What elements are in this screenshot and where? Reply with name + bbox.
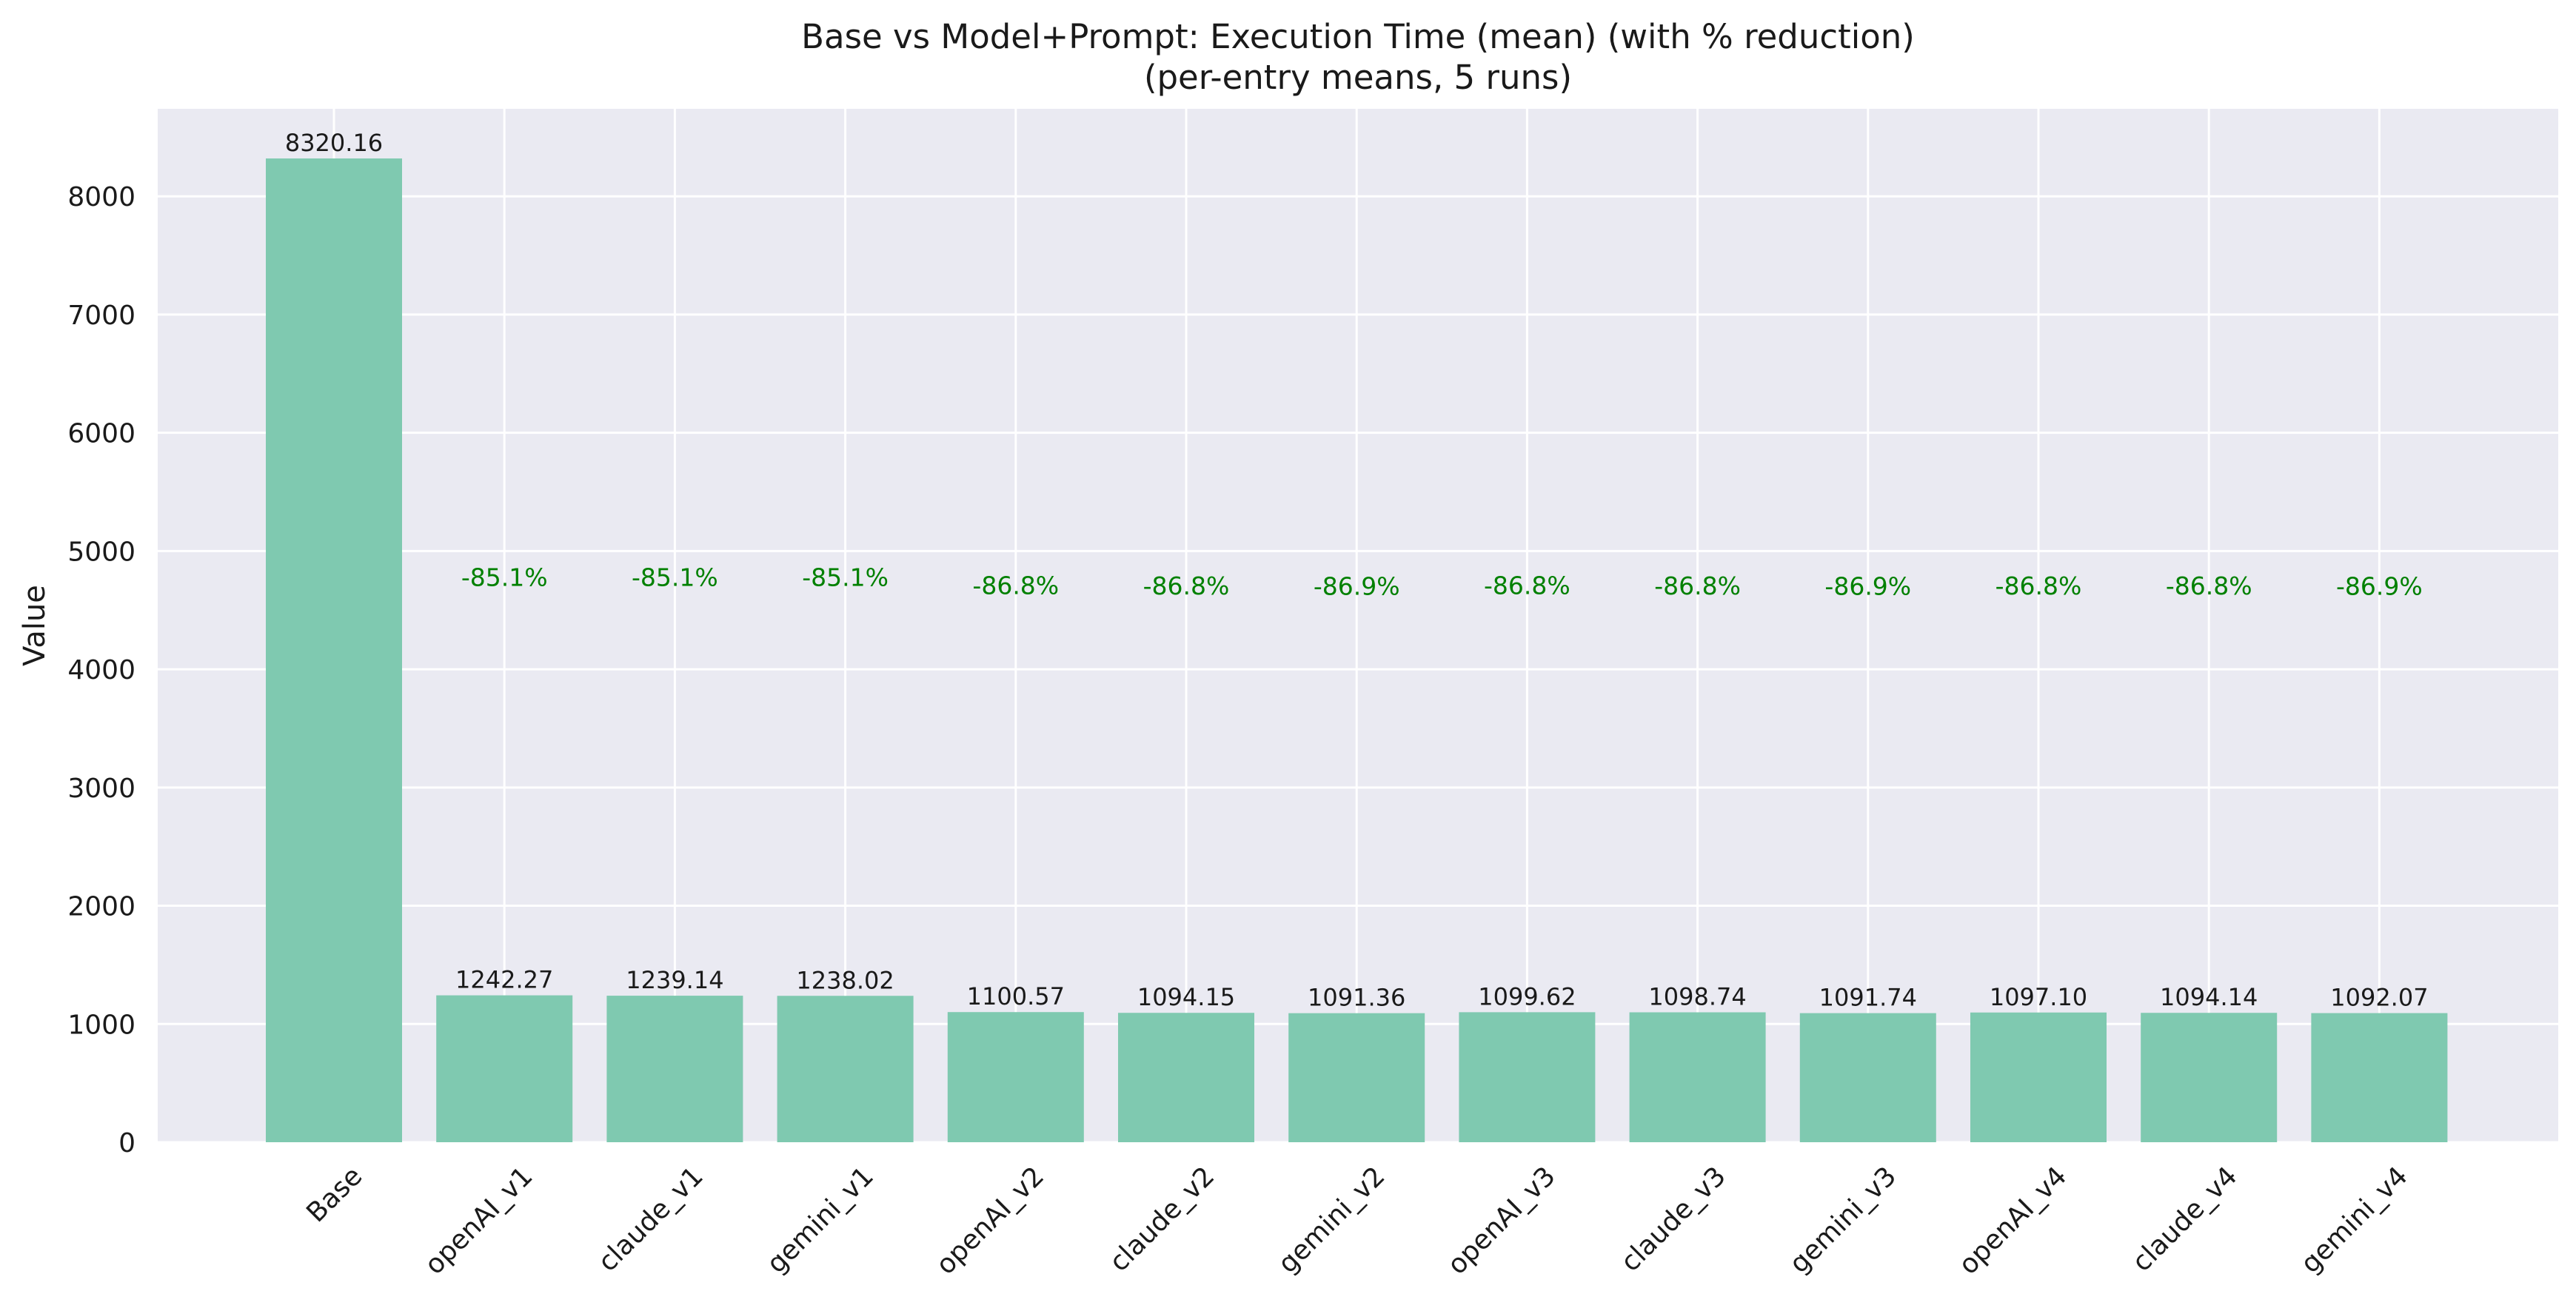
bar-gemini_v1 bbox=[777, 996, 914, 1142]
value-label: 8320.16 bbox=[285, 129, 383, 157]
reduction-label: -86.8% bbox=[2166, 571, 2252, 600]
chart-title: Base vs Model+Prompt: Execution Time (me… bbox=[801, 17, 1915, 56]
value-label: 1097.10 bbox=[1990, 983, 2087, 1011]
bar-gemini_v2 bbox=[1288, 1013, 1425, 1142]
x-tick-label: claude_v2 bbox=[1104, 1161, 1221, 1278]
value-label: 1239.14 bbox=[626, 966, 723, 994]
value-label: 1094.15 bbox=[1137, 983, 1235, 1011]
x-tick-label: claude_v1 bbox=[592, 1161, 709, 1278]
value-label: 1098.74 bbox=[1648, 983, 1746, 1011]
x-tick-label: gemini_v4 bbox=[2295, 1161, 2414, 1279]
x-tick-label: gemini_v3 bbox=[1784, 1161, 1902, 1279]
bar-claude_v3 bbox=[1629, 1012, 1766, 1142]
y-tick-label: 3000 bbox=[67, 774, 136, 804]
bar-labels: 8320.16 1242.27 1239.14 1238.02 1100.57 1094.… bbox=[285, 129, 2429, 1012]
x-tick-label: gemini_v2 bbox=[1273, 1161, 1391, 1279]
reduction-label: -86.9% bbox=[1824, 571, 1911, 600]
y-tick-label: 7000 bbox=[67, 301, 136, 331]
value-label: 1242.27 bbox=[455, 966, 553, 994]
chart-subtitle: (per-entry means, 5 runs) bbox=[1144, 58, 1572, 97]
x-tick-label: gemini_v1 bbox=[761, 1161, 880, 1279]
reduction-label: -86.8% bbox=[1995, 571, 2082, 600]
y-tick-label: 6000 bbox=[67, 419, 136, 449]
bar-openAI_v3 bbox=[1459, 1012, 1596, 1142]
bar-claude_v2 bbox=[1118, 1013, 1254, 1142]
x-tick-label: openAI_v3 bbox=[1442, 1161, 1561, 1280]
bar-openAI_v4 bbox=[1970, 1012, 2107, 1142]
y-axis: 0 1000 2000 3000 4000 5000 6000 7000 8000 bbox=[67, 182, 136, 1159]
reduction-label: -85.1% bbox=[802, 563, 889, 592]
bar-claude_v4 bbox=[2141, 1013, 2278, 1142]
x-tick-label: openAI_v2 bbox=[931, 1161, 1050, 1280]
reduction-label: -86.9% bbox=[2336, 571, 2423, 600]
value-label: 1092.07 bbox=[2330, 984, 2428, 1012]
value-label: 1100.57 bbox=[967, 982, 1065, 1010]
bar-gemini_v4 bbox=[2311, 1013, 2448, 1142]
x-tick-label: openAI_v4 bbox=[1953, 1161, 2072, 1280]
bar-openAI_v2 bbox=[947, 1012, 1084, 1142]
y-tick-label: 1000 bbox=[67, 1010, 136, 1040]
reduction-label: -85.1% bbox=[632, 563, 718, 592]
y-tick-label: 5000 bbox=[67, 537, 136, 567]
bar-claude_v1 bbox=[606, 996, 743, 1142]
x-tick-label: claude_v4 bbox=[2127, 1161, 2244, 1278]
y-tick-label: 0 bbox=[118, 1128, 136, 1159]
plot-area bbox=[158, 109, 2558, 1142]
y-tick-label: 8000 bbox=[67, 182, 136, 212]
reduction-label: -86.9% bbox=[1314, 571, 1400, 600]
y-tick-label: 2000 bbox=[67, 892, 136, 922]
value-label: 1091.74 bbox=[1819, 984, 1917, 1012]
reduction-label: -86.8% bbox=[972, 571, 1059, 600]
value-label: 1094.14 bbox=[2160, 983, 2258, 1011]
value-label: 1091.36 bbox=[1308, 984, 1405, 1012]
x-axis: Base openAI_v1 claude_v1 gemini_v1 openAI_v2… bbox=[301, 1161, 2413, 1280]
bar-Base bbox=[266, 158, 402, 1143]
bars bbox=[266, 158, 2448, 1143]
x-tick-label: claude_v3 bbox=[1615, 1161, 1732, 1278]
y-tick-label: 4000 bbox=[67, 655, 136, 685]
reduction-label: -86.8% bbox=[1143, 571, 1230, 600]
bar-openAI_v1 bbox=[436, 995, 573, 1142]
value-label: 1099.62 bbox=[1478, 982, 1576, 1010]
value-label: 1238.02 bbox=[796, 966, 894, 994]
reduction-label: -85.1% bbox=[461, 563, 548, 591]
y-axis-label: Value bbox=[18, 585, 52, 666]
x-tick-label: openAI_v1 bbox=[419, 1161, 538, 1280]
reduction-label: -86.8% bbox=[1484, 571, 1570, 600]
bar-gemini_v3 bbox=[1799, 1013, 1936, 1142]
x-tick-label: Base bbox=[301, 1161, 368, 1228]
reduction-label: -86.8% bbox=[1654, 571, 1741, 600]
